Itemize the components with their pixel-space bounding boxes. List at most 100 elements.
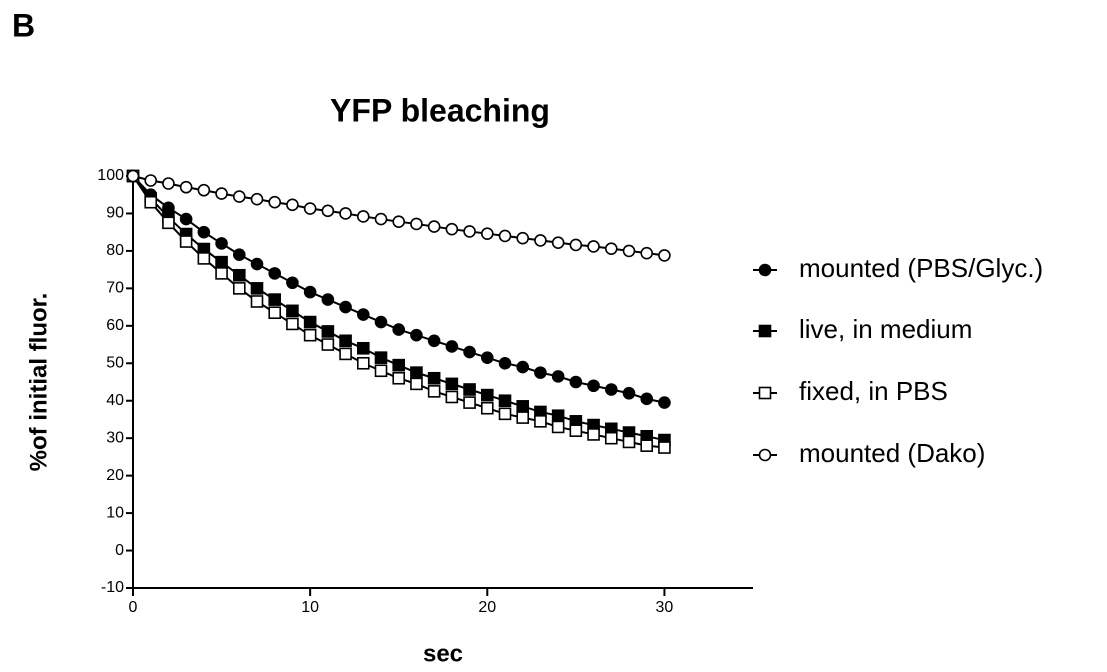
data-point xyxy=(179,235,193,248)
data-point xyxy=(303,328,317,342)
data-point xyxy=(604,383,618,396)
data-point xyxy=(463,345,476,359)
y-tick-label: 50 xyxy=(106,354,124,371)
data-point xyxy=(197,252,211,265)
legend-label: mounted (PBS/Glyc.) xyxy=(799,253,1043,283)
y-tick-label: 80 xyxy=(106,242,124,259)
data-point xyxy=(516,400,530,413)
data-point xyxy=(374,315,388,329)
data-point xyxy=(604,431,618,445)
data-point xyxy=(179,212,193,226)
data-point xyxy=(622,386,636,400)
data-point xyxy=(480,401,494,415)
data-point xyxy=(587,240,600,253)
data-point xyxy=(232,268,246,282)
data-point xyxy=(126,169,140,183)
data-point xyxy=(339,347,352,361)
data-point xyxy=(144,174,158,187)
data-point xyxy=(232,248,246,261)
data-point xyxy=(498,394,512,408)
legend-label: live, in medium xyxy=(799,314,972,344)
data-point xyxy=(356,341,370,355)
data-point xyxy=(551,236,565,249)
data-point xyxy=(374,212,388,226)
y-tick-label: 90 xyxy=(106,205,124,222)
data-point xyxy=(622,435,636,449)
data-point xyxy=(356,308,370,321)
data-point xyxy=(215,267,228,280)
data-point xyxy=(498,229,512,243)
data-point xyxy=(516,360,530,374)
data-point xyxy=(286,304,299,318)
data-point xyxy=(445,377,459,391)
x-tick-label: 0 xyxy=(129,599,138,616)
data-point xyxy=(215,255,228,269)
data-point xyxy=(321,338,335,351)
data-point xyxy=(286,317,299,331)
data-point xyxy=(427,334,441,348)
data-point xyxy=(250,192,264,206)
data-point xyxy=(268,195,282,209)
data-point xyxy=(640,246,654,260)
data-point xyxy=(339,207,352,220)
panel-label: B xyxy=(12,7,35,43)
data-point xyxy=(250,295,264,308)
data-point xyxy=(640,392,654,406)
data-point xyxy=(392,371,406,385)
data-point xyxy=(480,227,494,240)
data-point xyxy=(374,351,388,364)
x-tick-label: 30 xyxy=(656,599,674,616)
data-point xyxy=(339,334,352,348)
data-point xyxy=(356,210,370,223)
data-point xyxy=(392,358,406,372)
y-tick-label: 10 xyxy=(106,504,124,521)
data-point xyxy=(445,390,459,404)
data-point xyxy=(516,231,530,245)
data-point xyxy=(445,222,459,236)
data-point xyxy=(569,424,583,437)
data-point xyxy=(250,282,264,295)
x-axis-label: sec xyxy=(423,640,463,667)
legend-marker xyxy=(758,448,772,462)
data-point xyxy=(215,237,228,250)
y-tick-label: 20 xyxy=(106,467,124,484)
data-point xyxy=(427,371,441,385)
data-point xyxy=(410,377,423,391)
y-tick-label: 70 xyxy=(106,280,124,297)
data-point xyxy=(303,315,317,329)
data-point xyxy=(498,356,512,370)
data-point xyxy=(179,180,193,194)
data-point xyxy=(232,190,246,203)
data-point xyxy=(622,244,636,258)
data-point xyxy=(286,276,299,290)
y-tick-label: 30 xyxy=(106,429,124,446)
data-point xyxy=(374,364,388,378)
data-point xyxy=(392,215,406,228)
data-point xyxy=(551,420,565,434)
legend-marker xyxy=(758,386,772,400)
legend-label: fixed, in PBS xyxy=(799,376,948,406)
data-point xyxy=(321,293,335,306)
data-point xyxy=(640,439,654,452)
data-point xyxy=(303,202,317,215)
legend-marker xyxy=(758,324,772,338)
data-point xyxy=(303,285,317,299)
data-point xyxy=(162,177,175,190)
data-point xyxy=(498,407,512,421)
data-point xyxy=(356,356,370,370)
data-point xyxy=(268,293,282,306)
data-point xyxy=(410,217,423,231)
data-point xyxy=(321,204,335,218)
x-tick-label: 10 xyxy=(301,599,319,616)
data-point xyxy=(480,351,494,364)
y-tick-label: -10 xyxy=(101,579,124,596)
legend-label: mounted (Dako) xyxy=(799,438,985,468)
data-point xyxy=(587,428,600,441)
y-tick-label: 100 xyxy=(97,167,124,184)
data-point xyxy=(551,409,565,423)
data-point xyxy=(463,383,476,396)
data-point xyxy=(232,282,246,295)
data-point xyxy=(197,183,211,197)
data-point xyxy=(480,388,494,402)
